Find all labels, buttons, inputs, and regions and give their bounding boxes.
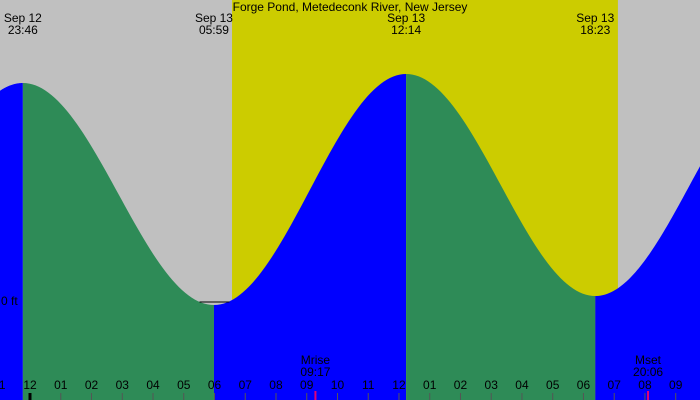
x-tick-label: 02: [454, 378, 468, 392]
extreme-time: 05:59: [199, 23, 229, 37]
extreme-time: 23:46: [8, 23, 38, 37]
x-tick-label: 03: [485, 378, 499, 392]
x-tick-label: 01: [54, 378, 68, 392]
x-tick-label: 05: [546, 378, 560, 392]
x-tick-label: 04: [146, 378, 160, 392]
x-tick-label: 10: [331, 378, 345, 392]
falling-tide: [406, 74, 596, 400]
x-tick-label: 08: [269, 378, 283, 392]
x-tick-label: 12: [392, 378, 406, 392]
extreme-date: Sep 12: [4, 11, 42, 25]
rising-tide: [595, 166, 700, 400]
moon-label: Mrise: [301, 353, 331, 367]
x-tick-label: 01: [423, 378, 437, 392]
x-tick-label: 08: [638, 378, 652, 392]
x-tick-label: 02: [85, 378, 99, 392]
x-tick-label: 04: [515, 378, 529, 392]
extreme-date: Sep 13: [387, 11, 425, 25]
rising-tide: [0, 83, 23, 400]
x-tick-label: 09: [300, 378, 314, 392]
moon-time: 20:06: [633, 365, 663, 379]
extreme-time: 18:23: [580, 23, 610, 37]
extreme-time: 12:14: [391, 23, 421, 37]
x-tick-label: 09: [669, 378, 683, 392]
chart-title: Forge Pond, Metedeconk River, New Jersey: [233, 0, 468, 14]
moon-time: 09:17: [300, 365, 330, 379]
x-tick-label: 11: [362, 378, 375, 392]
x-tick-label: 12: [23, 378, 37, 392]
y-tick-label: 0 ft: [1, 294, 18, 308]
x-tick-label: 11: [0, 378, 6, 392]
x-tick-label: 07: [239, 378, 253, 392]
x-tick-label: 07: [608, 378, 622, 392]
extreme-date: Sep 13: [576, 11, 614, 25]
x-tick-label: 03: [116, 378, 130, 392]
falling-tide: [22, 83, 214, 400]
x-tick-label: 06: [577, 378, 591, 392]
moon-label: Mset: [635, 353, 662, 367]
rising-tide: [213, 74, 407, 400]
x-tick-label: 06: [208, 378, 222, 392]
extreme-date: Sep 13: [195, 11, 233, 25]
x-tick-label: 05: [177, 378, 191, 392]
